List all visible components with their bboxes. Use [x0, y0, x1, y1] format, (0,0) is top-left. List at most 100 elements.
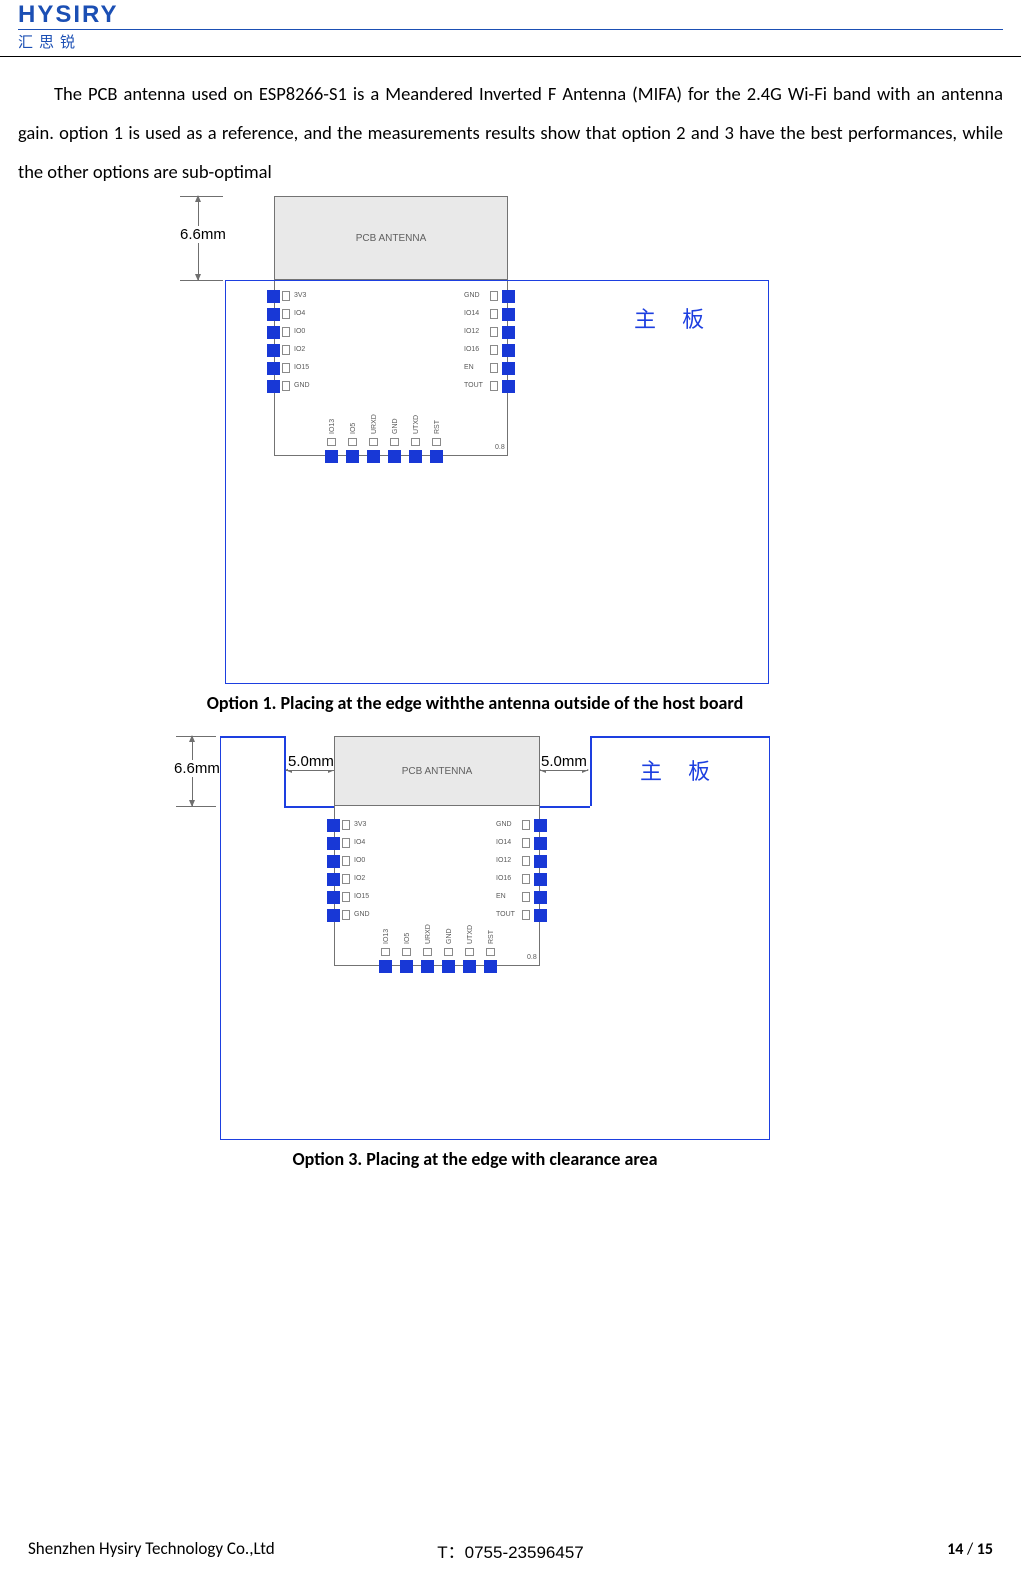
- pin-outline: [411, 438, 420, 446]
- pin-pad: [502, 344, 515, 357]
- pin-outline: [444, 948, 453, 956]
- host-top-left: [220, 736, 284, 738]
- pin-label: GND: [464, 292, 480, 299]
- pin-label: IO0: [294, 328, 305, 335]
- pin-label: EN: [496, 893, 506, 900]
- pin-label: GND: [354, 911, 370, 918]
- pin-label: URXD: [425, 924, 432, 944]
- pin-pad: [534, 819, 547, 832]
- chamfer-label: 0.8: [527, 954, 537, 961]
- pin-outline: [432, 438, 441, 446]
- pin-pad: [327, 873, 340, 886]
- pin-outline: [465, 948, 474, 956]
- pin-outline: [390, 438, 399, 446]
- pin-label: RST: [434, 420, 441, 434]
- host-board-outline: [225, 280, 769, 684]
- pin-pad: [534, 909, 547, 922]
- pin-pad: [327, 837, 340, 850]
- pin-label: IO5: [404, 933, 411, 944]
- dim-arrow-h-right: [540, 770, 588, 771]
- pin-pad: [267, 308, 280, 321]
- page-footer: Shenzhen Hysiry Technology Co.,Ltd T：075…: [0, 1538, 1021, 1559]
- pin-outline: [490, 345, 498, 355]
- pin-pad: [367, 450, 380, 463]
- pin-outline: [342, 874, 350, 884]
- host-board-label-cn: 主 板: [634, 302, 714, 334]
- pin-outline: [522, 892, 530, 902]
- pin-pad: [388, 450, 401, 463]
- pin-pad: [534, 891, 547, 904]
- pin-pad: [421, 960, 434, 973]
- pcb-antenna-band: PCB ANTENNA: [334, 736, 540, 806]
- pin-outline: [342, 856, 350, 866]
- pin-outline: [490, 327, 498, 337]
- pin-pad: [502, 326, 515, 339]
- pin-label: IO4: [354, 839, 365, 846]
- pin-label: RST: [488, 930, 495, 944]
- pin-pad: [325, 450, 338, 463]
- pin-label: EN: [464, 364, 474, 371]
- pin-pad: [267, 326, 280, 339]
- pin-outline: [327, 438, 336, 446]
- dim-label-6p6: 6.6mm: [174, 760, 220, 777]
- page-current: 14: [947, 1540, 963, 1559]
- logo: HYSIRY 汇思锐: [18, 3, 1003, 52]
- pin-pad: [346, 450, 359, 463]
- dim-ext-bot: [176, 806, 216, 807]
- pin-label: IO14: [496, 839, 511, 846]
- pin-label: 3V3: [294, 292, 306, 299]
- pin-label: TOUT: [496, 911, 515, 918]
- pin-label: URXD: [371, 414, 378, 434]
- header-divider: [0, 56, 1021, 57]
- pin-pad: [534, 855, 547, 868]
- pin-outline: [522, 838, 530, 848]
- pin-outline: [342, 910, 350, 920]
- pcb-antenna-label: PCB ANTENNA: [356, 233, 427, 244]
- page-header: HYSIRY 汇思锐: [0, 0, 1021, 56]
- figure-option-3: 6.6mm 5.0mm 5.0mm PCB ANTENNA 主 板 3V3IO4…: [180, 730, 770, 1140]
- pin-outline: [282, 291, 290, 301]
- pin-outline: [522, 874, 530, 884]
- pin-label: IO16: [496, 875, 511, 882]
- pcb-antenna-label: PCB ANTENNA: [402, 766, 473, 777]
- pin-outline: [490, 309, 498, 319]
- footer-company: Shenzhen Hysiry Technology Co.,Ltd: [28, 1538, 275, 1559]
- pin-outline: [342, 820, 350, 830]
- page-sep: /: [963, 1540, 976, 1559]
- pin-label: IO14: [464, 310, 479, 317]
- caption-option-3: Option 3. Placing at the edge with clear…: [180, 1148, 770, 1170]
- pin-pad: [267, 362, 280, 375]
- page-total: 15: [977, 1540, 993, 1559]
- pin-label: IO2: [354, 875, 365, 882]
- pin-pad: [534, 837, 547, 850]
- footer-phone: T：0755-23596457: [437, 1538, 584, 1563]
- footer-page: 14 / 15: [947, 1540, 993, 1559]
- pin-label: GND: [496, 821, 512, 828]
- pin-label: IO5: [350, 423, 357, 434]
- dim-label-6p6: 6.6mm: [180, 226, 226, 243]
- pin-outline: [342, 838, 350, 848]
- pin-label: IO15: [294, 364, 309, 371]
- pin-pad: [463, 960, 476, 973]
- pin-label: GND: [446, 928, 453, 944]
- pin-outline: [490, 291, 498, 301]
- pin-label: UTXD: [467, 925, 474, 944]
- pin-pad: [267, 344, 280, 357]
- pin-outline: [423, 948, 432, 956]
- figure-option-1: 6.6mm PCB ANTENNA 主 板 3V3IO4IO0IO2IO15GN…: [180, 190, 770, 684]
- pin-label: 3V3: [354, 821, 366, 828]
- pin-label: GND: [294, 382, 310, 389]
- intro-paragraph: The PCB antenna used on ESP8266-S1 is a …: [0, 75, 1021, 192]
- pin-outline: [486, 948, 495, 956]
- pin-outline: [342, 892, 350, 902]
- pin-label: GND: [392, 418, 399, 434]
- pin-label: IO12: [496, 857, 511, 864]
- pin-pad: [502, 290, 515, 303]
- pin-outline: [282, 327, 290, 337]
- pin-label: TOUT: [464, 382, 483, 389]
- pin-outline: [381, 948, 390, 956]
- pin-outline: [282, 309, 290, 319]
- pin-pad: [267, 290, 280, 303]
- dim-label-5-right: 5.0mm: [541, 753, 587, 770]
- pin-pad: [484, 960, 497, 973]
